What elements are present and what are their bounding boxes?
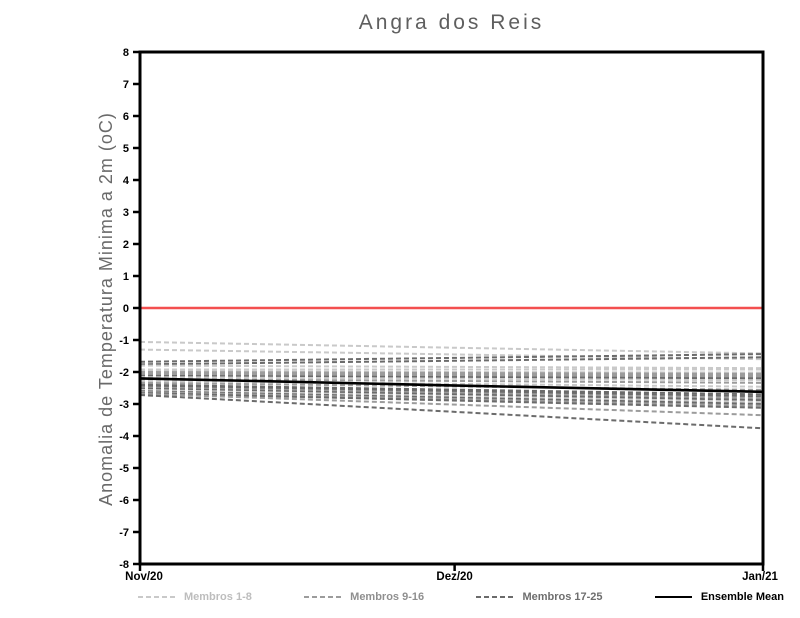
y-tick-label: -6 bbox=[119, 495, 129, 507]
y-tick-label: -1 bbox=[119, 335, 129, 347]
legend-item: Membros 1-8 bbox=[138, 591, 252, 603]
legend-dashed-line-sample bbox=[304, 596, 342, 598]
y-tick-label: 1 bbox=[123, 271, 129, 283]
y-tick-label: 8 bbox=[123, 47, 129, 59]
legend-item: Ensemble Mean bbox=[654, 591, 784, 603]
y-tick-label: 7 bbox=[123, 79, 129, 91]
legend-dashed-line-sample bbox=[138, 596, 175, 598]
legend-item: Membros 9-16 bbox=[304, 591, 424, 603]
y-tick-label: 3 bbox=[123, 207, 129, 219]
legend-label: Membros 17-25 bbox=[522, 591, 603, 603]
y-axis-label: Anomalia de Temperatura Minima a 2m (oC) bbox=[96, 112, 116, 506]
y-tick-label: 2 bbox=[123, 239, 129, 251]
y-tick-label: -8 bbox=[119, 559, 129, 571]
y-tick-label: -3 bbox=[119, 399, 129, 411]
y-tick-label: 0 bbox=[123, 303, 129, 315]
chart-title: Angra dos Reis bbox=[358, 11, 545, 34]
legend-solid-line-sample bbox=[654, 596, 692, 598]
y-tick-label: -7 bbox=[119, 527, 129, 539]
legend-dashed-line-sample bbox=[476, 596, 514, 598]
y-tick-label: 6 bbox=[123, 111, 129, 123]
ensemble-member-line bbox=[139, 340, 764, 355]
legend: Membros 1-8 Membros 9-16 Membros 17-25 Ense… bbox=[138, 589, 784, 605]
y-tick-label: -2 bbox=[119, 367, 129, 379]
ensemble-member-line bbox=[139, 370, 764, 374]
legend-label: Ensemble Mean bbox=[700, 591, 784, 603]
legend-item: Membros 17-25 bbox=[476, 591, 603, 603]
y-tick-label: 5 bbox=[123, 143, 129, 155]
y-tick-label: -5 bbox=[119, 463, 129, 475]
y-tick-label: -4 bbox=[119, 431, 130, 443]
ensemble-member-line bbox=[139, 356, 764, 366]
ensemble-member-line bbox=[139, 364, 764, 370]
x-tick-label: Jan/21 bbox=[742, 571, 778, 583]
legend-label: Membros 1-8 bbox=[184, 591, 252, 603]
y-tick-label: 4 bbox=[123, 175, 130, 187]
x-tick-label: Dez/20 bbox=[436, 571, 472, 583]
ensemble-mean-line bbox=[139, 377, 764, 394]
legend-label: Membros 9-16 bbox=[350, 591, 425, 603]
x-tick-label: Nov/20 bbox=[125, 571, 163, 583]
